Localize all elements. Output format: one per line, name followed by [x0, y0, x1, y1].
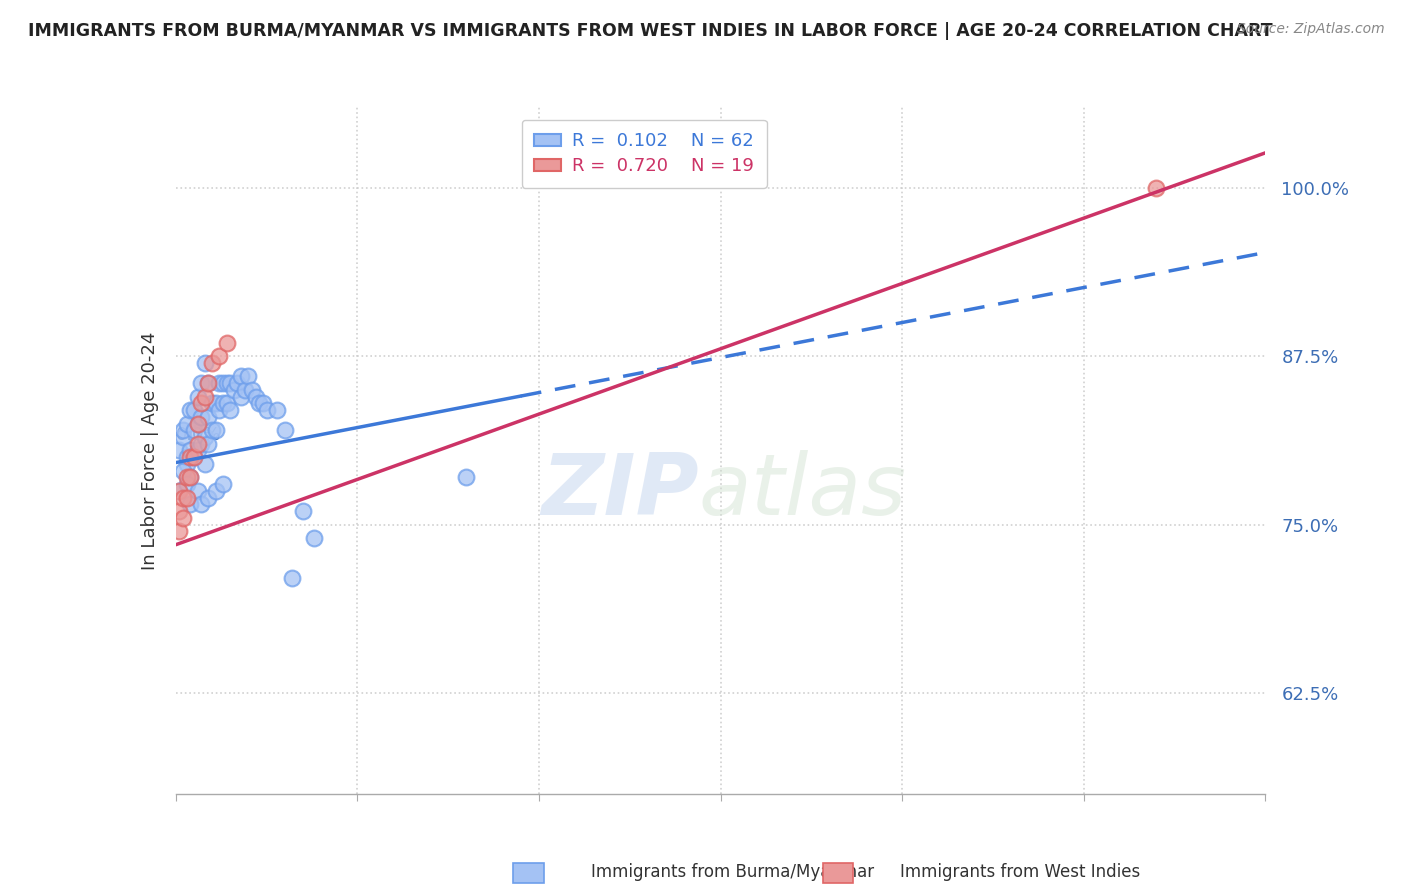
Point [208, 376, 231, 391]
Point [240, 383, 263, 397]
Point [201, 396, 224, 410]
Point [222, 383, 245, 397]
Point [215, 376, 238, 391]
Point [190, 409, 212, 424]
Point [291, 504, 314, 518]
Point [179, 497, 201, 511]
Point [183, 450, 205, 465]
Point [197, 376, 219, 391]
Point [302, 531, 325, 545]
Point [204, 423, 226, 437]
Point [176, 477, 198, 491]
Text: atlas: atlas [699, 450, 907, 533]
Point [172, 464, 194, 478]
Point [212, 396, 235, 410]
Point [245, 390, 267, 404]
Point [212, 376, 235, 391]
Point [176, 450, 198, 465]
Point [186, 483, 209, 498]
Point [252, 396, 274, 410]
Point [194, 390, 217, 404]
Point [212, 477, 235, 491]
Point [176, 491, 198, 505]
Point [176, 417, 198, 431]
Point [208, 349, 231, 363]
Point [204, 396, 226, 410]
Point [183, 423, 205, 437]
Point [169, 524, 191, 539]
Point [186, 436, 209, 450]
Point [169, 504, 191, 518]
Point [219, 403, 242, 417]
Point [231, 369, 253, 384]
Point [201, 423, 224, 437]
Point [194, 457, 217, 471]
Point [226, 376, 249, 391]
Point [176, 470, 198, 484]
Point [190, 396, 212, 410]
Point [172, 430, 194, 444]
Point [204, 483, 226, 498]
Point [197, 376, 219, 391]
Point [215, 396, 238, 410]
Point [169, 483, 191, 498]
Point [183, 403, 205, 417]
Point [231, 390, 253, 404]
Point [201, 356, 224, 370]
Point [238, 369, 260, 384]
Point [179, 450, 201, 465]
Text: 0.0%: 0.0% [176, 426, 221, 444]
Point [197, 436, 219, 450]
Point [169, 483, 191, 498]
Point [179, 443, 201, 458]
Point [172, 510, 194, 524]
Y-axis label: In Labor Force | Age 20-24: In Labor Force | Age 20-24 [141, 331, 159, 570]
Point [247, 396, 270, 410]
Text: Immigrants from West Indies: Immigrants from West Indies [900, 863, 1140, 881]
Point [233, 383, 256, 397]
Point [186, 443, 209, 458]
Point [281, 571, 304, 585]
Text: ZIP: ZIP [541, 450, 699, 533]
Point [194, 356, 217, 370]
Point [186, 417, 209, 431]
Text: Source: ZipAtlas.com: Source: ZipAtlas.com [1237, 22, 1385, 37]
Text: Immigrants from Burma/Myanmar: Immigrants from Burma/Myanmar [591, 863, 873, 881]
Legend: R =  0.102    N = 62, R =  0.720    N = 19: R = 0.102 N = 62, R = 0.720 N = 19 [522, 120, 766, 188]
Point [190, 376, 212, 391]
Point [215, 335, 238, 350]
Point [274, 423, 297, 437]
Point [186, 390, 209, 404]
Point [176, 457, 198, 471]
Point [194, 430, 217, 444]
Point [190, 497, 212, 511]
Point [172, 423, 194, 437]
Point [183, 450, 205, 465]
Point [456, 470, 478, 484]
Point [256, 403, 278, 417]
Point [169, 443, 191, 458]
Point [208, 403, 231, 417]
Point [179, 470, 201, 484]
Point [197, 409, 219, 424]
Point [186, 417, 209, 431]
Point [190, 436, 212, 450]
Text: IMMIGRANTS FROM BURMA/MYANMAR VS IMMIGRANTS FROM WEST INDIES IN LABOR FORCE | AG: IMMIGRANTS FROM BURMA/MYANMAR VS IMMIGRA… [28, 22, 1272, 40]
Point [1146, 181, 1168, 195]
Point [172, 491, 194, 505]
Point [266, 403, 288, 417]
Point [179, 470, 201, 484]
Point [219, 376, 242, 391]
Point [179, 403, 201, 417]
Point [197, 491, 219, 505]
